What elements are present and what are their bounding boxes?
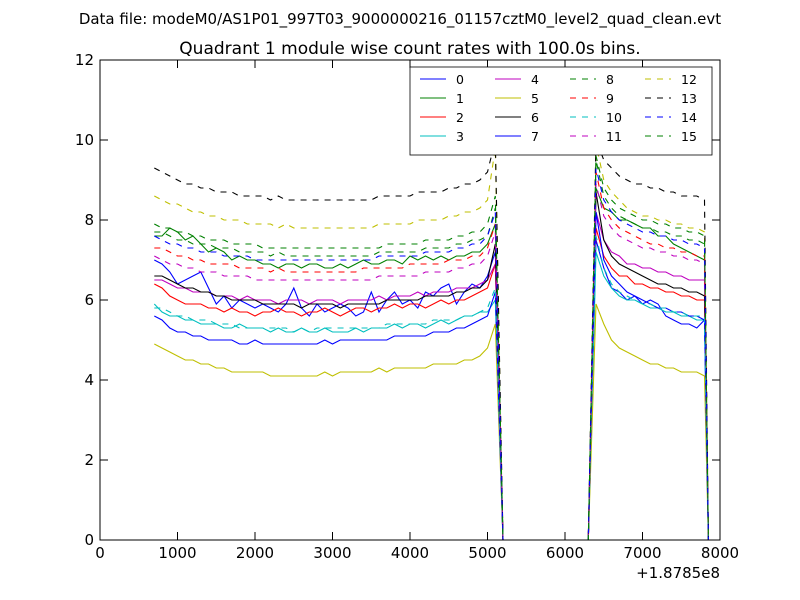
legend-label-2: 2 — [456, 110, 464, 125]
legend-label-13: 13 — [681, 91, 697, 106]
y-tick-label: 6 — [84, 291, 94, 309]
legend-label-0: 0 — [456, 72, 464, 87]
legend-label-11: 11 — [606, 129, 622, 144]
legend-label-3: 3 — [456, 129, 464, 144]
plot-area — [153, 139, 709, 540]
series-line-7 — [154, 211, 709, 540]
legend-box — [409, 66, 713, 156]
series-line-11 — [154, 183, 709, 540]
x-tick-label: 8000 — [701, 544, 739, 562]
series-line-1 — [154, 187, 709, 540]
legend-label-10: 10 — [606, 110, 622, 125]
series-line-13 — [154, 139, 709, 540]
x-tick-label: 5000 — [468, 544, 506, 562]
series-line-9 — [154, 171, 709, 540]
legend-label-1: 1 — [456, 91, 464, 106]
x-tick-label: 3000 — [313, 544, 351, 562]
series-line-10 — [154, 235, 709, 540]
x-offset-label: +1.8785e8 — [636, 564, 720, 582]
legend-label-12: 12 — [681, 72, 697, 87]
legend-label-6: 6 — [531, 110, 539, 125]
y-tick-label: 8 — [84, 211, 94, 229]
x-tick-label: 1000 — [158, 544, 196, 562]
x-tick-label: 0 — [95, 544, 105, 562]
y-tick-label: 10 — [75, 131, 94, 149]
y-tick-label: 4 — [84, 371, 94, 389]
series-line-4 — [154, 211, 709, 540]
x-tick-label: 2000 — [236, 544, 274, 562]
legend-label-4: 4 — [531, 72, 539, 87]
x-tick-label: 7000 — [623, 544, 661, 562]
y-tick-label: 0 — [84, 531, 94, 549]
series-line-5 — [154, 303, 709, 540]
legend-label-5: 5 — [531, 91, 539, 106]
legend-label-7: 7 — [531, 129, 539, 144]
y-tick-label: 2 — [84, 451, 94, 469]
x-tick-label: 6000 — [546, 544, 584, 562]
y-tick-label: 12 — [75, 51, 94, 69]
legend-label-9: 9 — [606, 91, 614, 106]
legend-label-14: 14 — [681, 110, 697, 125]
x-tick-label: 4000 — [391, 544, 429, 562]
chart-title: Quadrant 1 module wise count rates with … — [179, 39, 640, 59]
series-line-0 — [154, 239, 709, 540]
series-line-12 — [154, 143, 709, 540]
series-line-15 — [154, 155, 709, 540]
axes: 0 1000 2000 3000 4000 5000 6000 7000 80000246810… — [75, 51, 739, 562]
series-line-8 — [154, 159, 709, 540]
figure-suptitle: Data file: modeM0/AS1P01_997T03_90000002… — [79, 10, 721, 29]
series-line-2 — [154, 227, 709, 540]
series-line-14 — [154, 167, 709, 540]
legend-label-15: 15 — [681, 129, 697, 144]
legend-label-8: 8 — [606, 72, 614, 87]
series-line-6 — [154, 191, 709, 540]
